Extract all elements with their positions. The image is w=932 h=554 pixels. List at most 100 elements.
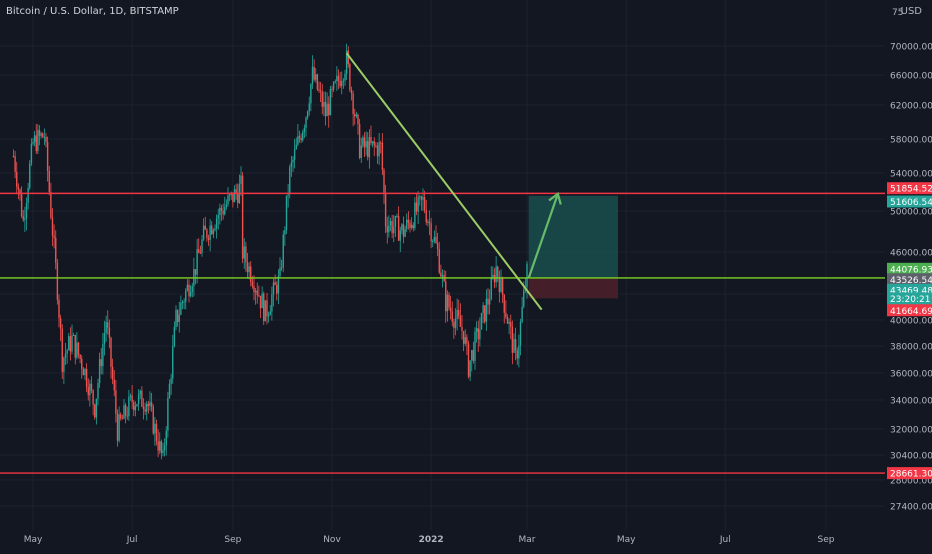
candle [72,332,75,337]
candle [505,300,507,320]
candle [500,269,502,293]
candle [35,123,37,155]
price-label-text: 41664.69 [890,307,932,317]
candle [188,279,190,303]
candle [253,275,255,301]
target-arrow-head [548,192,562,205]
candle-body [266,300,268,317]
candle-body [467,343,470,377]
y-tick-label: 70000.00 [890,43,932,53]
candle-body [33,135,36,143]
candle [204,216,206,230]
candle-body [308,103,310,112]
candle [172,334,174,384]
candle-body [388,225,390,233]
candle-body [518,345,520,359]
candle-body [150,402,153,407]
candle [316,73,319,91]
candle-body [103,333,106,345]
candle [206,228,208,242]
candle [526,261,528,299]
candle [427,219,429,227]
candle [510,314,512,340]
candle-body [22,216,24,220]
candle [50,182,52,220]
candle-body [484,305,486,322]
candle [501,276,504,304]
candle [98,352,101,389]
candle-body [347,50,349,65]
candle-body [217,215,219,219]
candle [368,129,371,169]
candle-body [25,202,28,219]
candle-body [380,142,382,144]
candle-body [134,406,137,411]
price-label-bg [887,467,932,480]
candle-body [271,294,273,312]
candle-body [79,354,81,359]
candle-body [371,141,374,144]
candle-body [77,342,80,355]
candle [285,195,288,234]
candle-body [506,317,509,324]
candle-body [250,266,252,283]
candle-body [98,359,101,384]
candle-body [165,430,167,446]
candle-body [480,313,483,330]
candle-body [178,314,180,322]
candle [415,193,418,216]
candle-body [155,423,158,442]
candle-body [396,216,398,218]
candle-body [63,357,65,372]
candle [246,252,249,279]
candle [266,292,268,325]
x-tick-label: Nov [323,535,341,545]
candle-body [12,156,15,157]
candle-body [332,82,335,90]
candle-body [194,269,197,275]
candle-body [323,101,325,107]
candle-body [141,390,143,407]
candle-body [420,196,423,200]
candle-body [511,326,514,353]
candle-body [209,225,211,240]
candle [181,299,184,310]
candle-body [269,311,271,316]
candle [345,43,348,81]
candle-body [399,230,401,241]
candle [243,238,245,269]
candle [508,318,510,335]
candle [43,128,46,146]
candle-body [488,299,491,305]
candle [401,223,403,235]
candle-body [287,194,289,196]
candle-body [267,315,270,317]
price-label-bg [887,182,932,195]
candle-body [445,281,447,312]
candle-body [81,358,83,370]
candle [402,216,405,244]
candle-body [228,195,231,197]
candle-body [319,90,322,92]
candle-body [32,142,34,144]
candle-body [207,237,210,240]
candle [474,327,476,370]
candle-body [147,403,150,406]
candle-body [162,450,164,453]
candle-body [303,127,306,132]
candle [108,319,111,349]
candle [264,300,267,322]
candle [144,402,146,415]
candle [298,130,301,143]
candle-body [69,336,72,352]
candle [448,292,450,311]
candle [324,91,327,126]
candle-body [185,290,187,302]
candle-body [35,135,37,152]
candle-body [464,337,466,344]
candle [42,132,44,138]
candle-body [514,339,517,351]
candle [503,294,505,324]
